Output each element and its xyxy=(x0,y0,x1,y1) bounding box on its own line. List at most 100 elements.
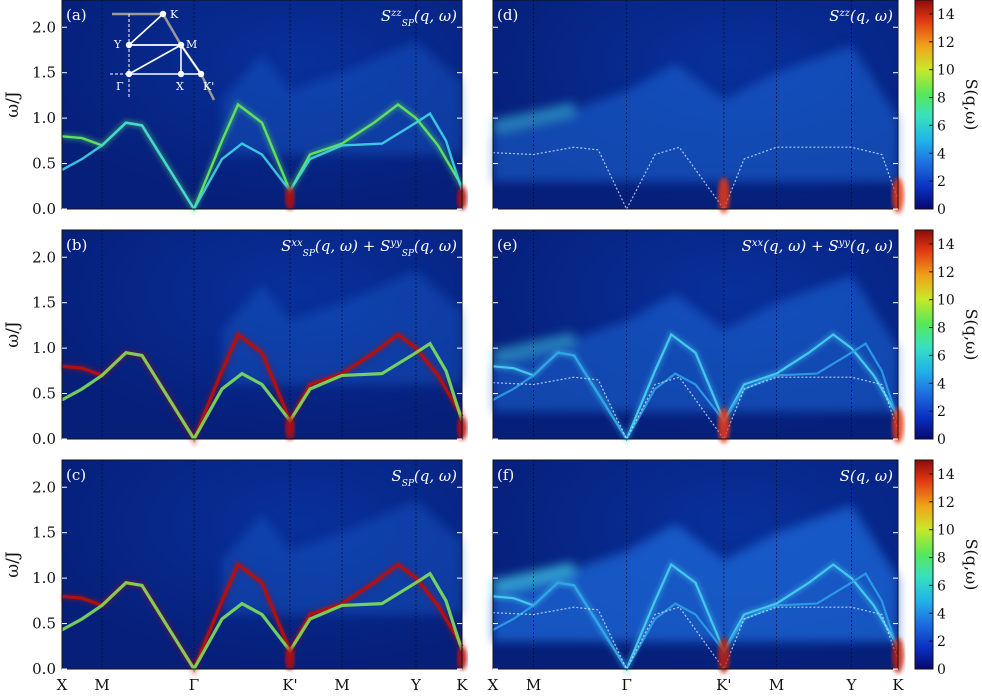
panel-b: 0.00.51.01.52.0ω/J(b) SxxSP(q, ω) + SyySP… xyxy=(3,229,467,448)
panel-label: (d) xyxy=(497,6,518,24)
spin-wave-reference-line xyxy=(492,376,899,441)
bz-point xyxy=(125,41,133,49)
x-tick-label: K xyxy=(892,676,904,694)
panel-title-part: (q, ω) xyxy=(850,237,893,255)
panel-label: (f) xyxy=(497,466,514,484)
panel-title-part: xx xyxy=(752,238,764,249)
panel-frame xyxy=(61,459,463,670)
panel-title: S(q, ω) xyxy=(840,467,893,485)
bz-label: K' xyxy=(203,80,214,93)
x-tick-label: K xyxy=(456,676,468,694)
y-axis-label: ω/J xyxy=(3,321,23,348)
intensity-hotspot xyxy=(285,646,295,671)
x-axis-labels: X M Γ K' M Y K X M Γ K' M Y K xyxy=(57,676,905,694)
x-tick-label: X xyxy=(57,676,68,694)
x-tick-label: M xyxy=(94,676,109,694)
colorbar-label: S(q,ω) xyxy=(962,539,981,591)
spin-wave-reference-line xyxy=(492,146,899,211)
panel-title-part: yy xyxy=(838,238,851,249)
colorbar-tick-label: 12 xyxy=(937,265,955,281)
colorbar-gradient xyxy=(914,459,934,670)
panels-layer: 0.00.51.01.52.0ω/J(a) SzzSP(q, ω)KY MΓ X K'0… xyxy=(3,0,904,678)
colorbar-tick-label: 4 xyxy=(937,376,946,392)
intensity-hotspot xyxy=(717,177,730,214)
colorbar-tick-label: 2 xyxy=(937,634,946,650)
continuum-streak xyxy=(491,332,576,365)
colorbar-tick-label: 4 xyxy=(937,146,946,162)
x-tick-label: Y xyxy=(845,676,857,694)
bz-point xyxy=(177,70,185,78)
bz-point xyxy=(125,70,133,78)
y-tick-label: 0.5 xyxy=(32,385,56,403)
panel-title-part: (q, ω) + xyxy=(315,237,380,255)
y-axis-label: ω/J xyxy=(3,91,23,118)
lower-branch xyxy=(492,342,900,442)
colorbar-tick-label: 10 xyxy=(937,293,955,309)
brillouin-zone-inset: K Y M Γ X K' xyxy=(110,8,216,101)
colorbar: 0 2 4 6 8 10 12 14 S(q,ω) xyxy=(914,0,981,218)
bz-point xyxy=(159,10,167,18)
panel-title-part: xx xyxy=(291,238,303,249)
bz-point xyxy=(197,70,205,78)
colorbar-tick-label: 14 xyxy=(937,237,955,253)
colorbar-tick-label: 12 xyxy=(937,495,955,511)
continuum-streak xyxy=(491,562,576,595)
colorbar-tick-label: 14 xyxy=(937,467,955,483)
panel-f: (f) S(q, ω) xyxy=(491,459,904,676)
bz-path-segment xyxy=(128,44,182,75)
panel-label: (a) xyxy=(66,6,87,24)
y-tick-label: 0.0 xyxy=(32,430,56,448)
panel-title-part: (q, ω) xyxy=(414,237,457,255)
colorbar-tick-label: 6 xyxy=(937,578,946,594)
y-tick-label: 0.0 xyxy=(32,200,56,218)
panel-frame xyxy=(492,0,899,210)
y-tick-label: 2.0 xyxy=(32,248,56,266)
bz-label: K xyxy=(170,8,179,21)
panel-title-part: S xyxy=(391,467,401,485)
y-tick-label: 1.0 xyxy=(32,569,56,587)
lower-branch xyxy=(61,571,464,673)
continuum-layer xyxy=(491,275,898,412)
colorbars-layer: 0 2 4 6 8 10 12 14 S(q,ω) 0 2 4 6 8 10 12 14 S(q,ω) 0 2 4 6 8 1… xyxy=(914,0,981,678)
panel-title-part: SP xyxy=(303,249,316,259)
panel-title-part: SP xyxy=(402,249,415,259)
panel-title-part: zz xyxy=(838,8,850,19)
continuum-streak xyxy=(491,102,576,135)
panel-title-part: S xyxy=(829,7,839,25)
colorbar-gradient xyxy=(914,0,934,210)
continuum-layer xyxy=(491,505,898,642)
colorbar-tick-label: 10 xyxy=(937,63,955,79)
x-tick-label: M xyxy=(526,676,541,694)
y-tick-label: 1.5 xyxy=(32,524,56,542)
continuum-band xyxy=(493,505,898,642)
panel-frame xyxy=(492,229,899,440)
panel-title-part: SP xyxy=(402,19,415,29)
bz-path-segment xyxy=(128,13,164,46)
panel-label: (c) xyxy=(66,466,86,484)
bz-point xyxy=(177,41,185,49)
colorbar-label: S(q,ω) xyxy=(962,309,981,361)
panel-title-part: (q, ω) + xyxy=(763,237,828,255)
panel-title-part: (q, ω) xyxy=(850,7,893,25)
x-tick-label: K' xyxy=(282,676,297,694)
panel-frame xyxy=(61,229,463,440)
panel-title-part: S xyxy=(380,237,390,255)
panel-title-part: zz xyxy=(390,8,402,19)
colorbar-tick-label: 0 xyxy=(937,432,946,448)
x-tick-label: Γ xyxy=(189,676,199,694)
colorbar-tick-label: 12 xyxy=(937,35,955,51)
colorbar-tick-label: 6 xyxy=(937,348,946,364)
panel-title-part: S xyxy=(281,237,291,255)
bz-label: Y xyxy=(113,38,122,51)
panel-title: Szz(q, ω) xyxy=(829,7,893,25)
colorbar-tick-label: 2 xyxy=(937,174,946,190)
y-tick-label: 2.0 xyxy=(32,18,56,36)
colorbar-tick-label: 8 xyxy=(937,321,946,337)
x-tick-label: Γ xyxy=(621,676,631,694)
colorbar-tick-label: 0 xyxy=(937,662,946,678)
bz-label: X xyxy=(176,80,184,93)
colorbar-tick-label: 6 xyxy=(937,118,946,134)
y-tick-label: 1.0 xyxy=(32,339,56,357)
x-tick-label: X xyxy=(488,676,499,694)
